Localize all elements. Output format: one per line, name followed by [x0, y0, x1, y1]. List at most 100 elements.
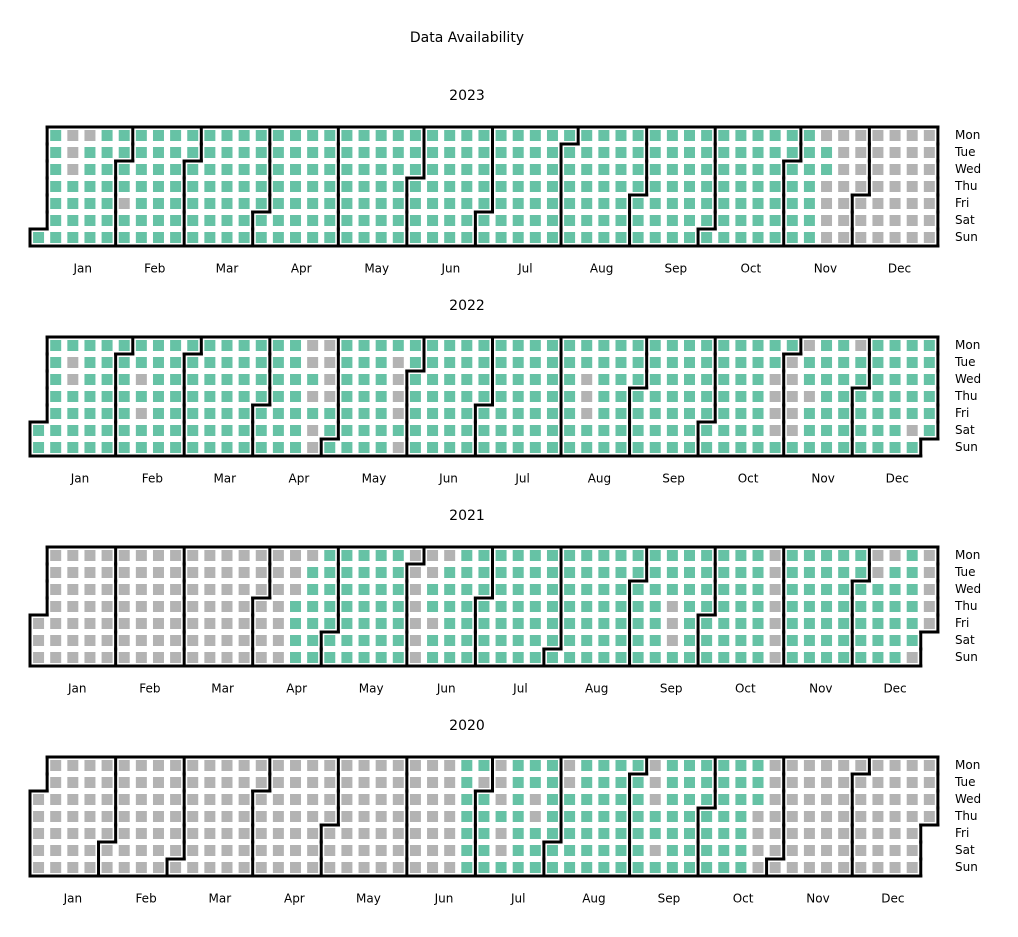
month-label: Sep	[664, 262, 687, 276]
day-cell	[118, 164, 130, 175]
day-cell	[684, 215, 696, 226]
day-cell	[564, 391, 576, 402]
day-cell	[872, 550, 884, 561]
day-cell	[718, 760, 730, 771]
day-cell	[786, 147, 798, 158]
month-label: Oct	[733, 892, 754, 906]
day-cell	[67, 601, 79, 612]
day-cell	[889, 198, 901, 209]
day-cell	[135, 232, 147, 243]
day-cell	[666, 215, 678, 226]
day-cell	[615, 635, 627, 646]
day-cell	[221, 374, 233, 385]
day-cell	[632, 164, 644, 175]
day-cell	[67, 215, 79, 226]
day-cell	[375, 567, 387, 578]
day-cell	[889, 862, 901, 873]
day-cell	[803, 811, 815, 822]
day-cell	[564, 130, 576, 141]
day-cell	[615, 198, 627, 209]
day-cell	[307, 340, 319, 351]
day-cell	[170, 584, 182, 595]
day-cell	[684, 618, 696, 629]
day-cell	[752, 760, 764, 771]
day-cell	[427, 845, 439, 856]
day-cell	[684, 652, 696, 663]
day-cell	[324, 340, 336, 351]
day-cell	[632, 811, 644, 822]
day-cell	[735, 198, 747, 209]
day-cell	[598, 862, 610, 873]
day-cell	[906, 425, 918, 436]
day-cell	[324, 215, 336, 226]
month-label: May	[356, 892, 381, 906]
day-cell	[221, 584, 233, 595]
day-cell	[598, 340, 610, 351]
day-cell	[889, 164, 901, 175]
day-cell	[324, 635, 336, 646]
day-cell	[889, 567, 901, 578]
day-cell	[67, 147, 79, 158]
day-cell	[529, 601, 541, 612]
day-label: Sun	[955, 650, 978, 664]
day-cell	[495, 794, 507, 805]
day-cell	[769, 340, 781, 351]
day-cell	[803, 408, 815, 419]
day-cell	[546, 164, 558, 175]
day-cell	[187, 635, 199, 646]
day-cell	[358, 181, 370, 192]
day-cell	[838, 130, 850, 141]
day-cell	[358, 777, 370, 788]
day-cell	[906, 215, 918, 226]
day-cell	[495, 567, 507, 578]
day-cell	[684, 550, 696, 561]
day-cell	[512, 374, 524, 385]
day-cell	[546, 862, 558, 873]
month-label: Feb	[144, 262, 165, 276]
day-cell	[786, 442, 798, 453]
day-cell	[838, 601, 850, 612]
day-cell	[272, 811, 284, 822]
day-cell	[786, 862, 798, 873]
day-cell	[375, 340, 387, 351]
day-cell	[84, 635, 96, 646]
day-cell	[564, 601, 576, 612]
day-cell	[769, 567, 781, 578]
day-cell	[786, 357, 798, 368]
day-cell	[409, 147, 421, 158]
day-cell	[307, 618, 319, 629]
day-cell	[187, 391, 199, 402]
day-cell	[581, 181, 593, 192]
day-cell	[170, 181, 182, 192]
day-cell	[803, 601, 815, 612]
day-cell	[84, 164, 96, 175]
day-cell	[324, 567, 336, 578]
day-cell	[375, 357, 387, 368]
day-cell	[495, 408, 507, 419]
day-cell	[170, 198, 182, 209]
day-cell	[735, 425, 747, 436]
day-cell	[838, 391, 850, 402]
day-cell	[444, 828, 456, 839]
day-cell	[546, 828, 558, 839]
day-cell	[529, 845, 541, 856]
day-cell	[512, 652, 524, 663]
day-cell	[461, 442, 473, 453]
day-cell	[187, 198, 199, 209]
day-cell	[718, 845, 730, 856]
day-cell	[718, 164, 730, 175]
day-cell	[855, 862, 867, 873]
day-cell	[341, 357, 353, 368]
day-cell	[649, 357, 661, 368]
day-cell	[341, 828, 353, 839]
day-cell	[84, 567, 96, 578]
day-cell	[409, 811, 421, 822]
day-cell	[170, 357, 182, 368]
day-cell	[529, 862, 541, 873]
day-cell	[495, 164, 507, 175]
day-label: Wed	[955, 372, 981, 386]
day-cell	[752, 845, 764, 856]
day-cell	[615, 550, 627, 561]
day-cell	[50, 340, 62, 351]
day-cell	[495, 618, 507, 629]
